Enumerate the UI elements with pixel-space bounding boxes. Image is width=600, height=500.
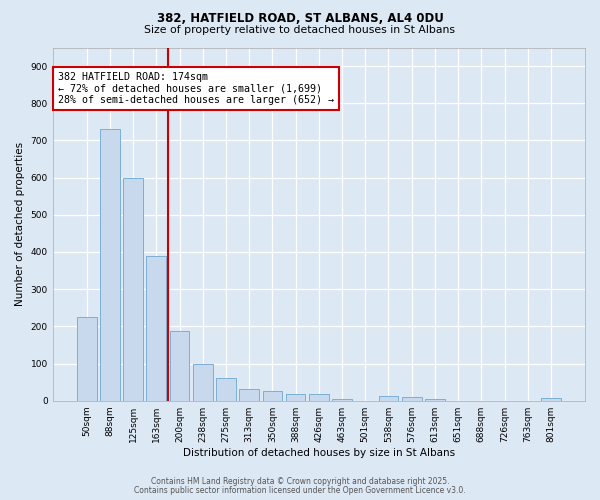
Bar (332, 399, 352, 400)
Bar (239, 389, 259, 400)
Bar (425, 399, 445, 400)
Bar (77, 317, 97, 400)
Bar (402, 397, 422, 400)
Bar (146, 256, 166, 400)
Bar (286, 394, 305, 400)
Bar (541, 398, 561, 400)
Bar (193, 364, 212, 401)
Bar (216, 378, 236, 400)
Text: Contains public sector information licensed under the Open Government Licence v3: Contains public sector information licen… (134, 486, 466, 495)
Bar (379, 396, 398, 400)
Bar (123, 178, 143, 400)
Text: Contains HM Land Registry data © Crown copyright and database right 2025.: Contains HM Land Registry data © Crown c… (151, 477, 449, 486)
Text: Size of property relative to detached houses in St Albans: Size of property relative to detached ho… (145, 25, 455, 35)
Y-axis label: Number of detached properties: Number of detached properties (15, 142, 25, 306)
Bar (170, 331, 190, 400)
X-axis label: Distribution of detached houses by size in St Albans: Distribution of detached houses by size … (183, 448, 455, 458)
Text: 382 HATFIELD ROAD: 174sqm
← 72% of detached houses are smaller (1,699)
28% of se: 382 HATFIELD ROAD: 174sqm ← 72% of detac… (58, 72, 334, 106)
Bar (100, 130, 120, 400)
Bar (309, 394, 329, 400)
Bar (263, 392, 282, 400)
Text: 382, HATFIELD ROAD, ST ALBANS, AL4 0DU: 382, HATFIELD ROAD, ST ALBANS, AL4 0DU (157, 12, 443, 26)
